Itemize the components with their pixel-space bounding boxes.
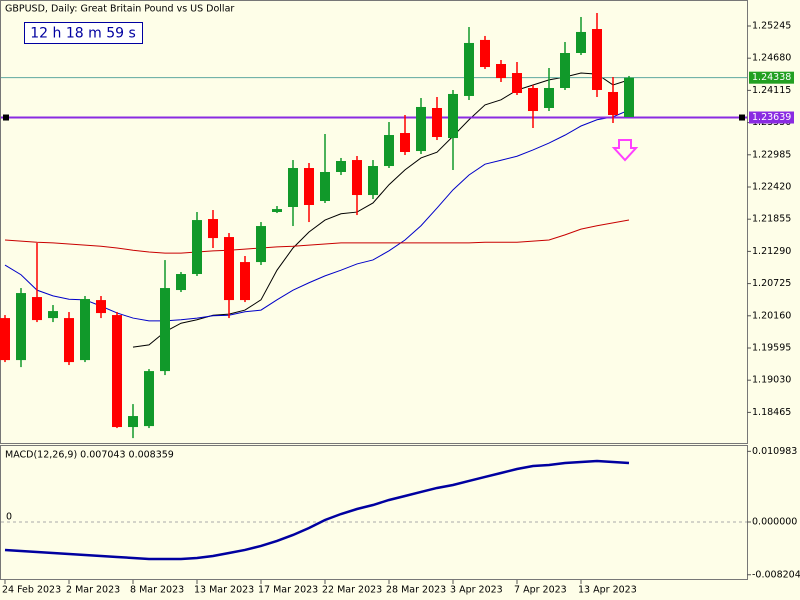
y-tick-label: 1.25245 [752, 20, 791, 31]
x-tick-label: 17 Mar 2023 [258, 585, 318, 596]
candle-body [592, 29, 602, 90]
macd-panel [0, 445, 748, 580]
candle-body [288, 168, 298, 207]
candle-body [416, 106, 426, 152]
candle-body [320, 172, 330, 202]
candle-body [144, 371, 154, 427]
moving-average [4, 109, 630, 322]
y-tick-label: 1.20160 [752, 310, 791, 321]
y-tick-label: 1.22420 [752, 181, 791, 192]
price-tag-label: 1.24338 [752, 72, 791, 83]
candle-body [608, 91, 618, 116]
line-handle [3, 114, 9, 121]
candle-body [384, 135, 394, 167]
candle-body [80, 299, 90, 361]
y-tick-label: 1.24680 [752, 53, 791, 64]
candle-body [176, 274, 186, 291]
candle-body [272, 209, 282, 213]
candle-body [208, 219, 218, 239]
candle-body [480, 39, 490, 68]
x-tick-label: 13 Apr 2023 [578, 585, 637, 596]
plot-layer: 1.252451.246801.241151.235501.229851.224… [0, 12, 800, 596]
y-tick-label: 1.19030 [752, 375, 791, 386]
x-tick-label: 28 Mar 2023 [386, 585, 446, 596]
candle-body [512, 73, 522, 94]
candle-body [528, 87, 538, 112]
candle-body [544, 87, 554, 109]
price-panel [0, 0, 748, 444]
macd-line [4, 459, 630, 561]
y-tick-label: -0.008204 [752, 569, 800, 580]
candle-body [128, 416, 138, 428]
price-tag-label: 1.23639 [752, 112, 791, 123]
moving-average [132, 72, 630, 348]
x-tick-label: 3 Apr 2023 [450, 585, 503, 596]
y-tick-label: 1.21290 [752, 246, 791, 257]
candle-body [400, 133, 410, 152]
candle-body [160, 288, 170, 372]
candle-body [112, 315, 122, 428]
y-tick-label: 1.20725 [752, 278, 791, 289]
moving-average [4, 219, 630, 254]
y-tick-label: 1.21855 [752, 214, 791, 225]
candle-body [96, 300, 106, 314]
candle-body [224, 237, 234, 301]
x-tick-label: 8 Mar 2023 [130, 585, 184, 596]
x-tick-label: 22 Mar 2023 [322, 585, 382, 596]
x-tick-label: 2 Mar 2023 [66, 585, 120, 596]
x-tick-label: 13 Mar 2023 [194, 585, 254, 596]
price-tag [749, 71, 794, 84]
macd-title: MACD(12,26,9) 0.007043 0.008359 [5, 450, 174, 461]
candle-body [560, 53, 570, 88]
candle-body [352, 160, 362, 196]
y-tick-label: 1.22985 [752, 149, 791, 160]
line-handle [739, 114, 745, 121]
candle-body [624, 77, 634, 118]
arrow-annotation [611, 139, 639, 162]
y-tick-label: 1.18465 [752, 407, 791, 418]
candle-body [336, 161, 346, 173]
y-tick-label: 0.000000 [752, 516, 797, 527]
candle-body [48, 311, 58, 319]
candle-body [496, 64, 506, 79]
y-tick-label: 0.010983 [752, 446, 797, 457]
candle-body [256, 226, 266, 263]
candle-body [0, 318, 10, 361]
candle-body [64, 318, 74, 363]
y-tick-label: 1.24115 [752, 85, 791, 96]
price-tag [749, 111, 794, 124]
candle-body [240, 262, 250, 301]
timer-box [24, 22, 143, 44]
x-tick-label: 24 Feb 2023 [2, 585, 61, 596]
candle-body [432, 108, 442, 138]
candle-body [368, 166, 378, 196]
chart-title: GBPUSD, Daily: Great Britain Pound vs US… [5, 4, 234, 15]
level-label: 0 [6, 511, 12, 522]
candle-body [576, 31, 586, 54]
candle-body [304, 168, 314, 206]
candle-body [16, 293, 26, 361]
candle-body [448, 93, 458, 139]
timer: 12 h 18 m 59 s [30, 26, 136, 42]
x-tick-label: 7 Apr 2023 [514, 585, 567, 596]
candle-body [32, 297, 42, 321]
candle-body [192, 220, 202, 275]
y-tick-label: 1.19595 [752, 342, 791, 353]
candle-body [464, 42, 474, 96]
